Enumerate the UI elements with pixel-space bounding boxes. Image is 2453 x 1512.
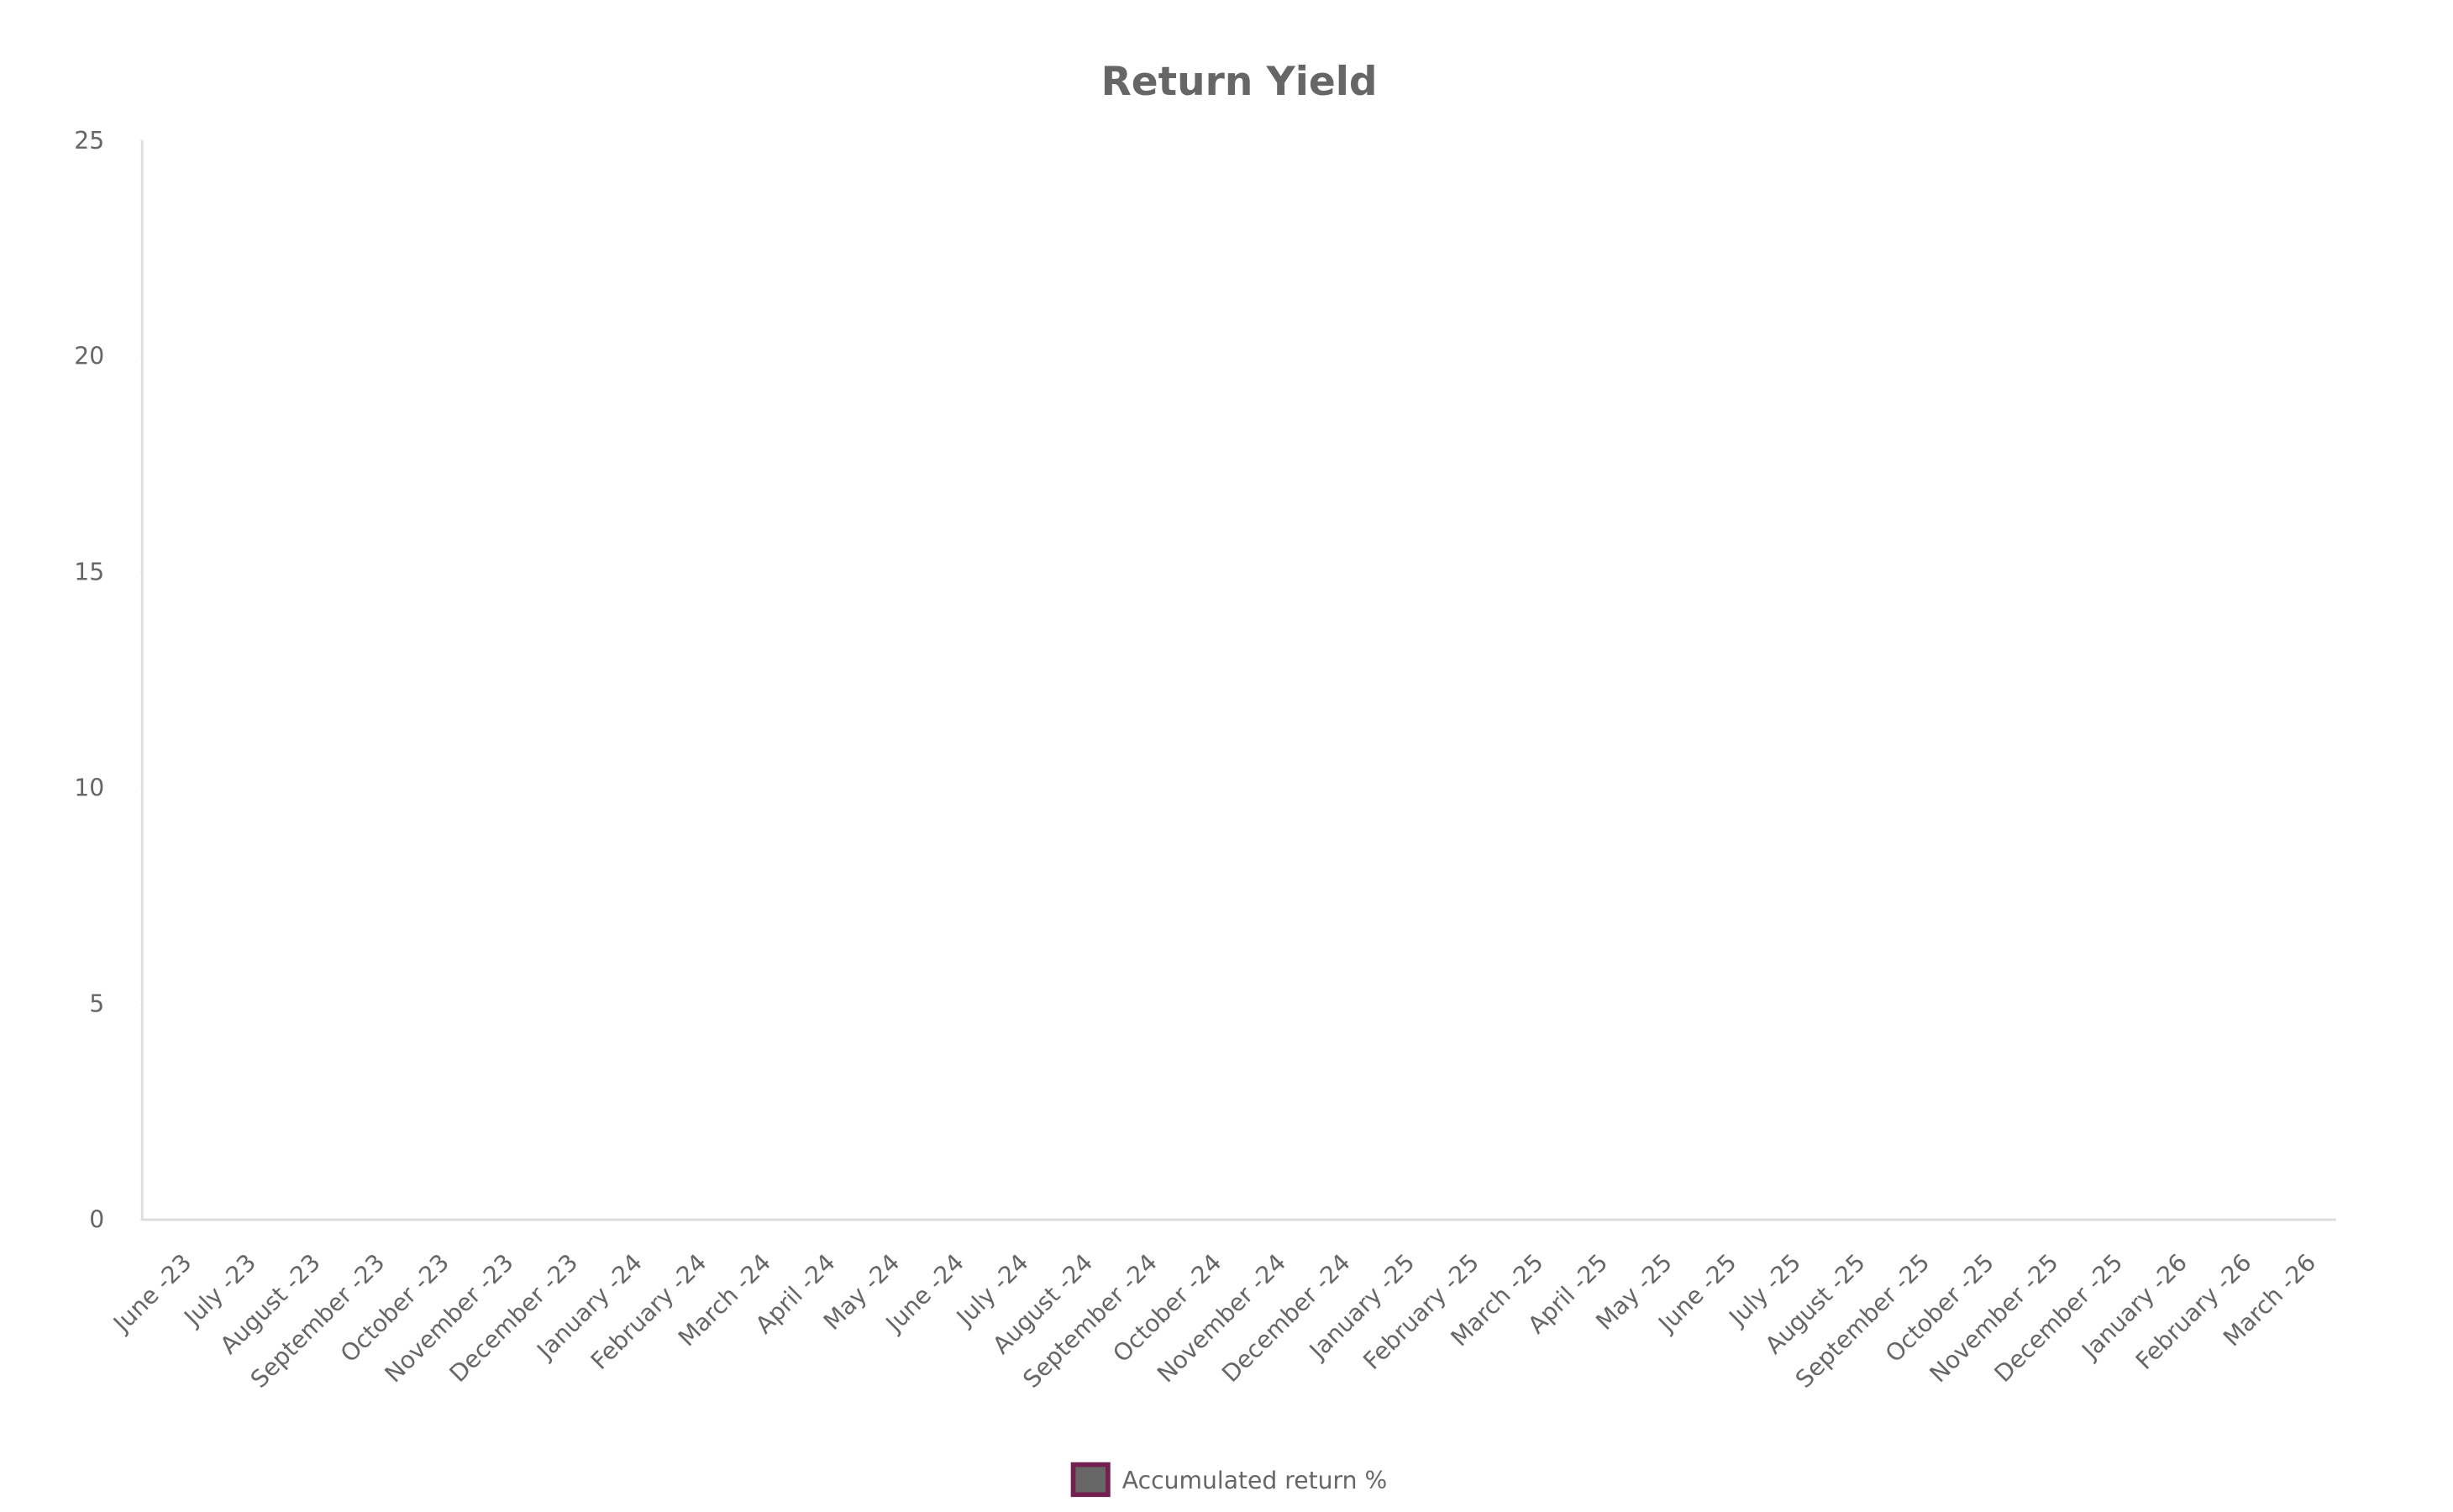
y-tick-label: 0	[89, 1205, 104, 1233]
chart-title: Return Yield	[1101, 59, 1378, 105]
y-tick-label: 25	[74, 127, 104, 155]
y-tick-label: 15	[74, 559, 104, 586]
legend-item: Accumulated return %	[1070, 1462, 1387, 1498]
y-tick-label: 5	[89, 990, 104, 1018]
legend-swatch	[1070, 1462, 1111, 1498]
x-tick-label: June -23	[107, 1248, 197, 1338]
y-tick-label: 20	[74, 343, 104, 370]
legend-label: Accumulated return %	[1122, 1467, 1387, 1494]
y-tick-label: 10	[74, 774, 104, 802]
